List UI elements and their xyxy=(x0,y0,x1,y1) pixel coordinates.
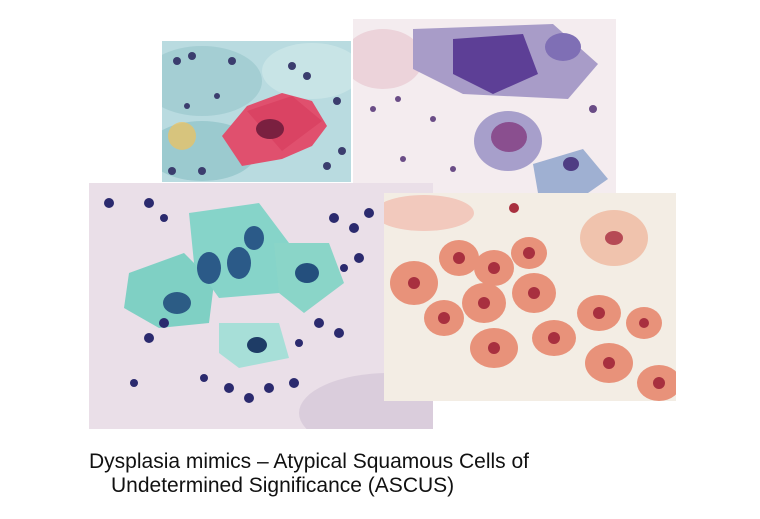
micrograph-top-right-image xyxy=(353,19,616,193)
micrograph-top-right xyxy=(353,19,616,193)
micrograph-bottom-right xyxy=(384,193,676,401)
micrograph-top-left-image xyxy=(162,41,351,182)
micrograph-bottom-right-image xyxy=(384,193,676,401)
micrograph-bottom-left xyxy=(89,183,433,429)
micrograph-bottom-left-image xyxy=(89,183,433,429)
caption-line-1: Dysplasia mimics – Atypical Squamous Cel… xyxy=(89,450,529,473)
caption-line-2: Undetermined Significance (ASCUS) xyxy=(111,474,455,497)
slide-caption: Dysplasia mimics – Atypical Squamous Cel… xyxy=(89,450,729,498)
micrograph-top-left xyxy=(162,41,351,182)
